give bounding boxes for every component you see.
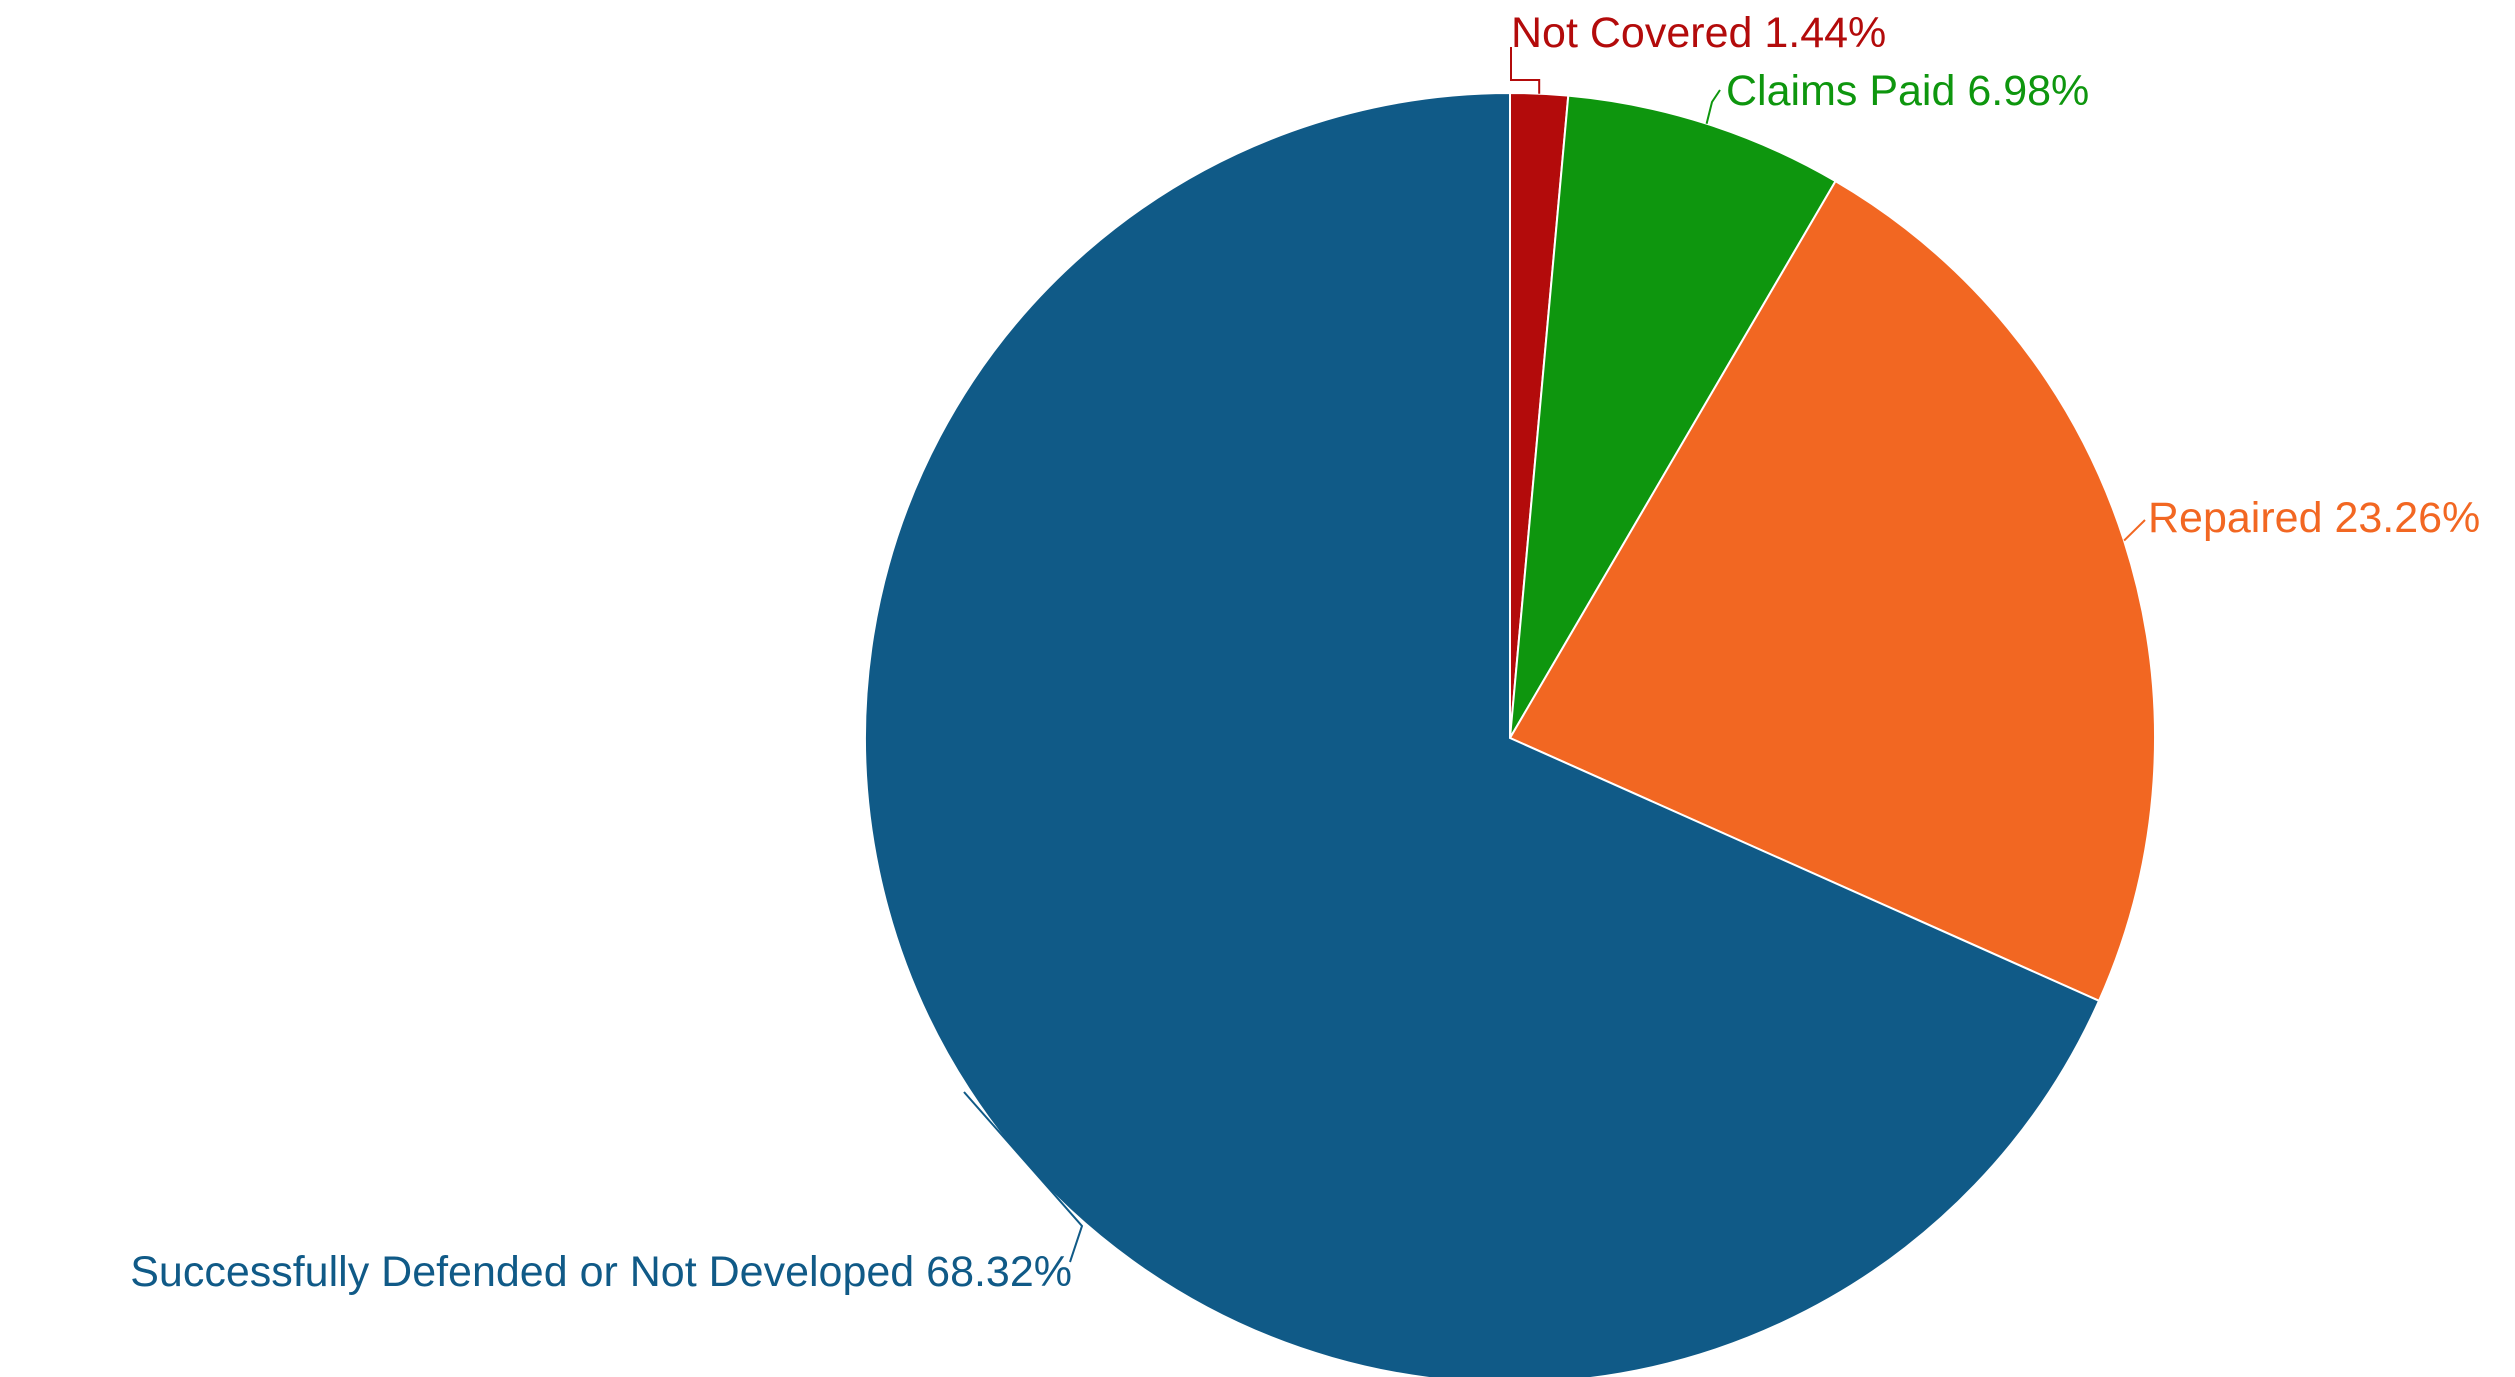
slice-label: Successfully Defended or Not Developed 6… — [130, 1248, 1072, 1296]
slice-label: Not Covered 1.44% — [1511, 9, 1886, 57]
pie-slices — [865, 93, 2155, 1377]
leader-line — [2124, 520, 2145, 541]
slice-label: Repaired 23.26% — [2148, 494, 2480, 542]
leader-line — [1707, 90, 1720, 124]
slice-label: Claims Paid 6.98% — [1726, 67, 2089, 115]
